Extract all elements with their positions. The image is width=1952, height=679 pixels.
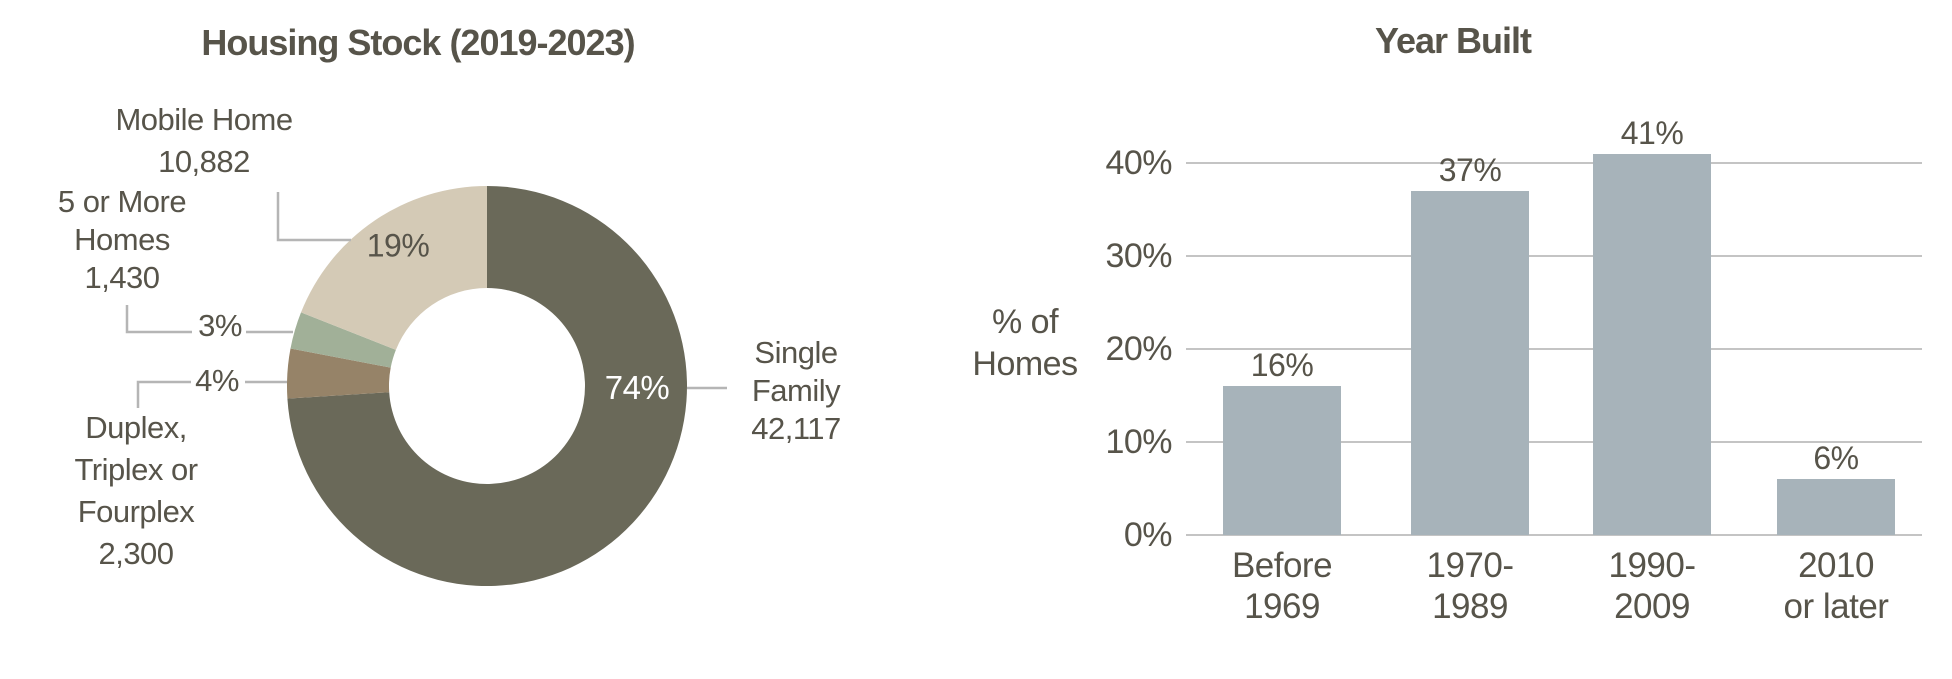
bar-1970--1989	[1411, 191, 1529, 535]
y-tick-label-20: 20%	[1105, 330, 1172, 368]
y-tick-label-10: 10%	[1105, 423, 1172, 461]
callout-five-or-more-value: 1,430	[84, 260, 160, 295]
bar-before-1969	[1223, 386, 1341, 535]
callout-mobile-home-name: Mobile Home	[115, 102, 293, 137]
bar-value-label-2: 41%	[1620, 115, 1684, 151]
callout-mobile-home: Mobile Home 10,882	[115, 99, 293, 183]
donut-slice-5-or-more-homes	[290, 312, 396, 368]
bar-value-label-0: 16%	[1250, 347, 1314, 383]
gridline-40	[1186, 162, 1922, 164]
leader-line-five-or-more-left	[125, 305, 192, 334]
donut-slice-duplex-triplex-or-fourplex	[286, 348, 391, 399]
callout-duplex-value: 2,300	[98, 536, 174, 571]
x-tick-label-1: 1970- 1989	[1426, 546, 1514, 626]
slice-pct-five-or-more: 3%	[198, 308, 242, 343]
y-tick-label-30: 30%	[1105, 237, 1172, 275]
x-tick-label-2: 1990- 2009	[1608, 546, 1696, 626]
x-axis-line	[1186, 534, 1922, 536]
bar-chart-title: Year Built	[1374, 20, 1532, 61]
slice-pct-mobile-home: 19%	[366, 227, 430, 264]
slice-pct-duplex: 4%	[195, 363, 239, 398]
bar-2010-or-later	[1777, 479, 1895, 535]
callout-mobile-home-value: 10,882	[158, 144, 250, 179]
bar-value-label-1: 37%	[1438, 152, 1502, 188]
gridline-30	[1186, 255, 1922, 257]
donut-chart	[125, 186, 727, 586]
y-tick-label-0: 0%	[1123, 516, 1173, 554]
bar-value-label-3: 6%	[1813, 440, 1859, 476]
donut-slice-single-family	[287, 186, 688, 586]
gridline-20	[1186, 348, 1922, 350]
callout-single-family-value: 42,117	[751, 411, 841, 446]
y-tick-label-40: 40%	[1105, 144, 1172, 182]
leader-line-mobile-home	[276, 192, 351, 242]
callout-five-or-more: 5 or More Homes 1,430	[57, 184, 187, 295]
bar-chart-y-axis-label: % of Homes	[972, 303, 1078, 383]
x-tick-label-3: 2010 or later	[1783, 546, 1889, 626]
gridline-10	[1186, 441, 1922, 443]
callout-single-family: Single Family 42,117	[751, 335, 841, 446]
callout-duplex: Duplex, Triplex or Fourplex 2,300	[74, 407, 198, 575]
x-tick-label-0: Before 1969	[1231, 546, 1333, 626]
donut-slice-mobile-home	[301, 186, 487, 350]
bar-1990--2009	[1593, 154, 1711, 535]
leader-line-duplex-left	[136, 380, 191, 408]
slice-pct-single-family: 74%	[604, 369, 670, 406]
donut-chart-title: Housing Stock (2019-2023)	[201, 22, 635, 63]
